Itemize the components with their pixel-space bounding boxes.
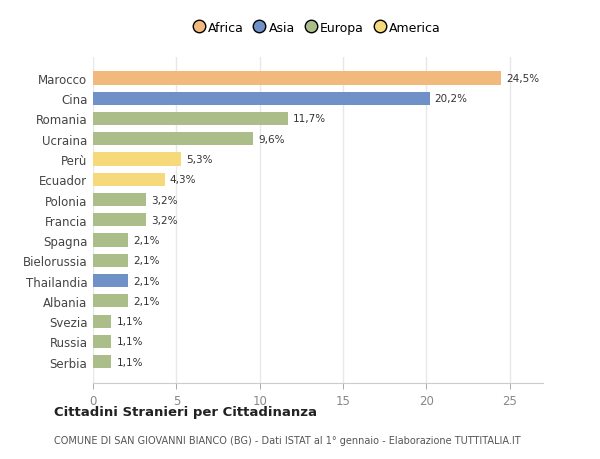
Legend: Africa, Asia, Europa, America: Africa, Asia, Europa, America bbox=[191, 18, 445, 39]
Bar bbox=[93, 355, 112, 369]
Bar bbox=[93, 194, 146, 207]
Text: 11,7%: 11,7% bbox=[293, 114, 326, 124]
Text: 1,1%: 1,1% bbox=[116, 336, 143, 347]
Text: 3,2%: 3,2% bbox=[151, 195, 178, 205]
Text: 20,2%: 20,2% bbox=[434, 94, 467, 104]
Text: 1,1%: 1,1% bbox=[116, 357, 143, 367]
Text: 24,5%: 24,5% bbox=[506, 74, 539, 84]
Bar bbox=[93, 174, 164, 186]
Bar bbox=[93, 72, 502, 85]
Text: 2,1%: 2,1% bbox=[133, 296, 160, 306]
Bar bbox=[93, 295, 128, 308]
Bar bbox=[93, 234, 128, 247]
Bar bbox=[93, 335, 112, 348]
Bar bbox=[93, 92, 430, 106]
Text: 2,1%: 2,1% bbox=[133, 256, 160, 266]
Text: 3,2%: 3,2% bbox=[151, 215, 178, 225]
Bar bbox=[93, 315, 112, 328]
Text: Cittadini Stranieri per Cittadinanza: Cittadini Stranieri per Cittadinanza bbox=[54, 405, 317, 419]
Text: 2,1%: 2,1% bbox=[133, 276, 160, 286]
Bar bbox=[93, 112, 288, 126]
Bar bbox=[93, 153, 181, 166]
Text: 4,3%: 4,3% bbox=[170, 175, 196, 185]
Bar bbox=[93, 274, 128, 287]
Text: 5,3%: 5,3% bbox=[187, 155, 213, 165]
Bar bbox=[93, 254, 128, 267]
Bar bbox=[93, 214, 146, 227]
Text: 2,1%: 2,1% bbox=[133, 235, 160, 246]
Text: COMUNE DI SAN GIOVANNI BIANCO (BG) - Dati ISTAT al 1° gennaio - Elaborazione TUT: COMUNE DI SAN GIOVANNI BIANCO (BG) - Dat… bbox=[54, 435, 521, 445]
Text: 9,6%: 9,6% bbox=[258, 134, 284, 145]
Bar bbox=[93, 133, 253, 146]
Text: 1,1%: 1,1% bbox=[116, 316, 143, 326]
